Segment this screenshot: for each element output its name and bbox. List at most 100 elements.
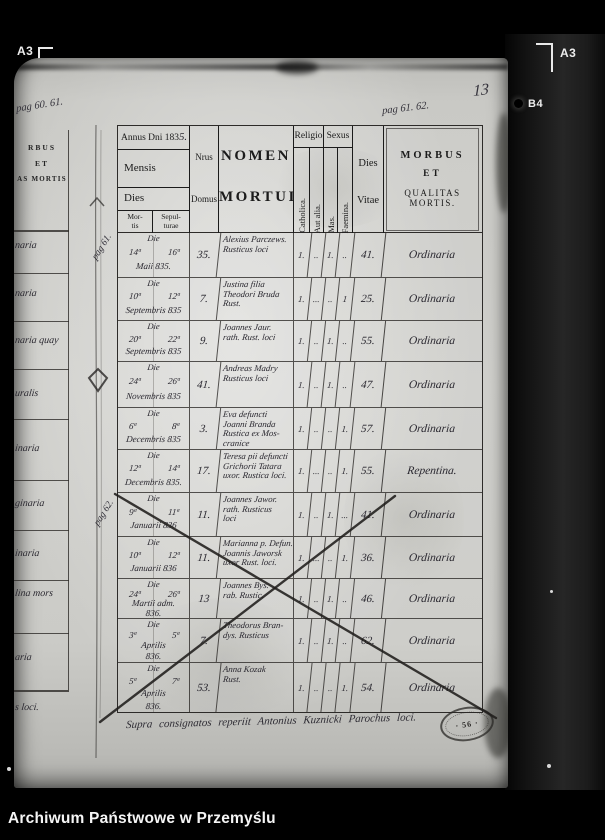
dies-vitae-cell: 41. [350,233,387,277]
table-body: Die 14ª 16ª Maii 835. 35. Alexius Parcze… [118,233,482,712]
torn-edge-blotch [496,113,508,213]
table-row: Die 24ª 26ª Martii adm. 836. 13 Joannes … [118,579,482,619]
date-cell: Die 3ª 5ª Aprilis 836. [118,619,190,662]
lf-row-rule [14,690,69,692]
house-number-cell: 7. [187,619,222,662]
morbus-cell: Ordinaria [408,422,456,435]
date-cell: Die 12ª 14ª Decembris 835. [118,450,190,492]
death-day: 24ª [128,376,142,387]
lf-header-et: ET [34,159,49,168]
dies-vitae-cell: 41. [350,493,387,536]
die-word: Die [146,537,161,547]
lf-entry: ginaria [14,498,46,509]
margin-note-pag-61-62: pag 61. 62. [382,100,430,117]
lf-row-rule [14,273,69,274]
burial-day: 26ª [167,376,180,387]
b4-registration-dot-icon [514,99,523,108]
death-day: 14ª [128,247,142,257]
dies-vitae-cell: 46. [350,579,387,618]
header-mensis: Mensis [118,150,190,188]
date-cell: Die 5ª 7ª Aprilis 836. [118,663,190,712]
name-cell: Joannes Jawor. rath. Rusticus loci [219,493,294,536]
table-row: Die 10ª 12ª Septembris 835 7. Justina fi… [118,278,482,321]
name-cell: Alexius Parczews. Rusticus loci [219,233,294,277]
dust-speck [7,767,11,771]
header-nomen-mortui: NOMEN MORTUI [219,126,294,233]
scanned-page: 13 pag 60. 61. pag 61. 62. pag 61. pag 6… [14,58,508,788]
morbus-cell: Ordinaria [408,592,456,605]
house-number-cell: 11. [187,493,222,536]
lf-row-rule [14,580,69,581]
burial-day: 16ª [167,247,180,257]
month: Martii adm. [131,598,176,608]
page-number-hand: 13 [473,80,489,101]
lf-entry: naria [14,288,38,299]
lf-row-rule [14,321,69,322]
table-row: Die 9ª 11ª Januarii 836 11. Joannes Jawo… [118,493,482,537]
house-number-cell: 7. [187,278,222,320]
burial-day: 22ª [167,333,180,344]
house-number-cell: 11. [187,537,222,578]
morbus-cell: Ordinaria [408,634,456,647]
house-number-cell: 17. [187,450,222,492]
morbus-cell: Ordinaria [408,293,456,305]
dies-vitae-cell: 55. [350,450,387,492]
header-nrus-domus: Nrus Domus [190,126,219,233]
house-number-cell: 41. [187,362,222,407]
date-cell: Die 10ª 12ª Januarii 836 [118,537,190,578]
table-row: Die 24ª 26ª Novembris 835 41. Andreas Ma… [118,362,482,408]
year: 836. [145,607,162,618]
gutter-note-pag-62: pag 62. [92,497,116,529]
house-number-cell: 3. [187,408,222,449]
header-dies: Dies [118,188,190,211]
dies-vitae-cell: 55. [350,321,387,361]
die-word: Die [146,233,161,243]
fold-arrow-icon [89,196,105,207]
name-cell: Justina filia Theodori Bruda Rust. [219,278,294,320]
month: Aprilis [140,640,167,650]
house-number-cell: 9. [187,321,222,361]
table-row: Die 10ª 12ª Januarii 836 11. Marianna p.… [118,537,482,579]
date-cell: Die 9ª 11ª Januarii 836 [118,493,190,536]
stamp-number: · 56 · [454,717,480,731]
burial-day: 14ª [167,463,180,474]
register-table: Annus Dni 1835. Mensis Dies Mor-tis Sepu… [117,125,483,713]
name-cell: Marianna p. Defun. Joannis Jaworsk uxor … [219,537,294,578]
year: 836. [145,700,162,711]
morbus-cell: Ordinaria [408,249,456,261]
die-word: Die [146,663,161,673]
lf-entry: lina mors [14,588,54,599]
date-cell: Die 10ª 12ª Septembris 835 [118,278,190,320]
death-day: 5ª [128,675,137,686]
archive-bar: Archiwum Państwowe w Przemyślu [0,790,605,840]
header-morbus: MORBUS ET QUALITAS MORTIS. [384,126,481,233]
lf-header-qualitas: AS MORTIS [17,175,67,183]
date-cell: Die 24ª 26ª Martii adm. 836. [118,579,190,618]
month: Januarii 836 [129,563,178,573]
death-day: 12ª [128,463,142,474]
fold-line [94,124,98,759]
table-row: Die 5ª 7ª Aprilis 836. 53. Anna Kozak Ru… [118,663,482,712]
fold-line [99,129,102,719]
month: Decembris 835. [124,476,183,487]
burial-day: 12ª [167,550,180,560]
date-cell: Die 24ª 26ª Novembris 835 [118,362,190,407]
header-sexus: Sexus [324,126,353,148]
crop-mark-a3-left-label: A3 [17,44,34,58]
lf-entry: naria quay [14,335,60,346]
house-number-cell: 53. [187,663,222,712]
date-cell: Die 20ª 22ª Septembris 835 [118,321,190,361]
header-annus: Annus Dni 1835. [118,126,190,150]
scanner-shadow [505,34,605,790]
fold-diamond-icon [87,367,109,393]
dies-vitae-cell: 36. [350,537,387,578]
burial-day: 8ª [171,421,180,431]
death-day: 10ª [128,550,142,560]
die-word: Die [146,362,161,372]
month: Januarii 836 [129,520,178,531]
header-mas: Mas. [324,148,338,233]
lf-header-morbus: RBUS [27,143,56,152]
dust-speck [547,764,551,768]
dies-vitae-cell: 25. [350,278,387,320]
burial-day: 5ª [171,629,180,640]
